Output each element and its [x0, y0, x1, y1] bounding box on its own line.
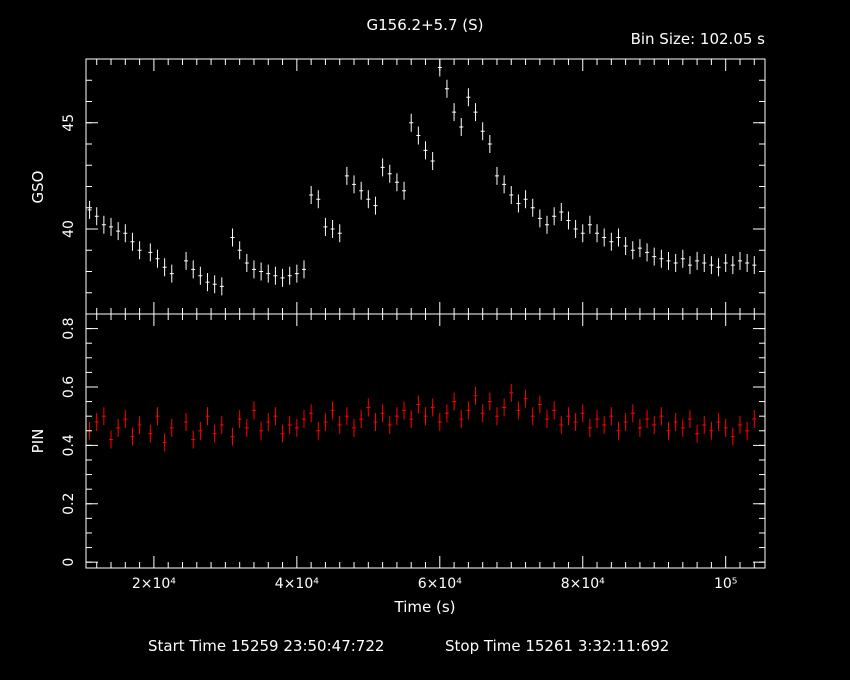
x-tick-label: 8×10⁴ [561, 576, 605, 592]
pin-y-tick-label: 0.8 [61, 317, 77, 339]
stop-time-label: Stop Time 15261 3:32:11:692 [445, 637, 669, 655]
pin-y-tick-label: 0.4 [61, 434, 77, 456]
pin-y-tick-label: 0 [61, 558, 77, 567]
x-tick-label: 6×10⁴ [418, 576, 462, 592]
gso-panel: 40 45 GSO [29, 58, 766, 315]
x-tick-label: 10⁵ [714, 576, 737, 592]
pin-axis-ticks: 0 0.2 0.4 0.6 0.8 2×10⁴ 4×10⁴ 6×10⁴ 8×10⁴ 10⁵ [61, 314, 765, 592]
chart-title: G156.2+5.7 (S) [367, 16, 484, 34]
gso-y-tick-label: 40 [61, 220, 77, 238]
pin-y-tick-label: 0.6 [61, 376, 77, 398]
pin-y-tick-label: 0.2 [61, 493, 77, 515]
gso-axis-label: GSO [29, 171, 47, 204]
x-axis-label: Time (s) [394, 598, 456, 616]
x-tick-label: 4×10⁴ [275, 576, 319, 592]
pin-data-points [87, 383, 757, 452]
pin-panel: 0 0.2 0.4 0.6 0.8 2×10⁴ 4×10⁴ 6×10⁴ 8×10⁴ 10⁵ PIN [29, 313, 766, 592]
start-time-label: Start Time 15259 23:50:47:722 [148, 637, 384, 655]
gso-data-points [87, 58, 757, 296]
x-tick-label: 2×10⁴ [132, 576, 176, 592]
bin-size-label: Bin Size: 102.05 s [631, 30, 766, 48]
gso-y-tick-label: 45 [61, 114, 77, 132]
pin-axis-label: PIN [29, 429, 47, 454]
